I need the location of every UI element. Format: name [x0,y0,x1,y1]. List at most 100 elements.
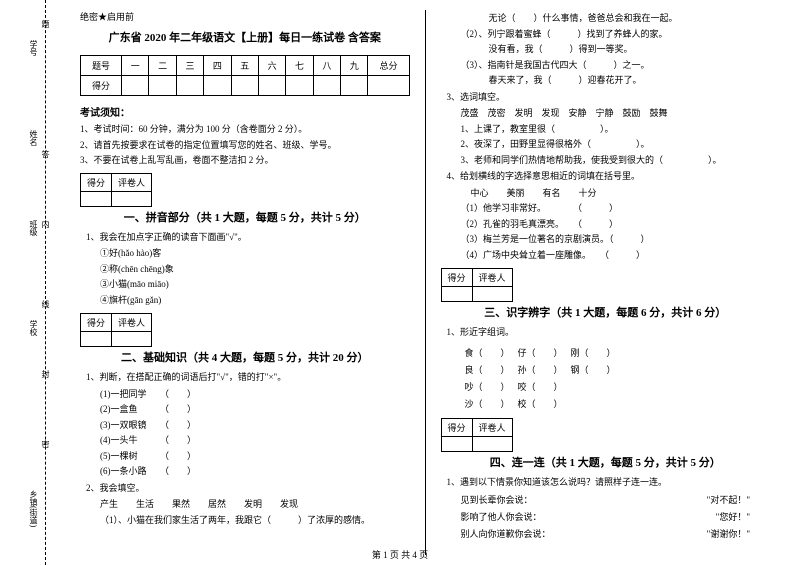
ct-3-0: 沙（ ） [461,395,514,412]
th-8: 八 [313,56,340,76]
q2-2-1: （1）、小猫在我们家生活了两年，我跟它（ ）了浓厚的感情。 [100,514,410,528]
score-box-1: 得分评卷人 [80,173,152,207]
lian-0-r: "对不起！" [707,493,750,506]
ct-3-2 [567,395,620,412]
sb2-c1: 得分 [81,314,112,332]
bind-char-1: 答 [40,150,51,158]
r-5: 春天来了，我（ ）迎春花开了。 [471,74,771,88]
py-4: ④旗杆(gān gǎn) [100,294,410,308]
bind-field-4: 乡镇(街道) [28,490,39,527]
q2-3-3: 3、老师和同学们热情地帮助我，使我受到很大的（ ）。 [461,154,771,168]
q2-4-2: （2）孔雀的羽毛真漂亮。 （ ） [461,218,771,232]
ct-0-2: 刚（ ） [567,344,620,361]
lian-2-r: "谢谢你！" [707,527,750,540]
notice-1: 1、考试时间：60 分钟，满分为 100 分（含卷面分 2 分）。 [80,123,410,136]
bind-char-3: 线 [40,300,51,308]
th-6: 六 [258,56,285,76]
sb4-c1: 得分 [441,418,472,436]
section-4-title: 四、连一连（共 1 大题，每题 5 分，共计 5 分） [441,454,771,470]
q2-1-1: (1)一把同学 （ ） [100,388,410,402]
right-column: 无论（ ）什么事情，爸爸总会和我在一起。 （2）、列宁跟着蜜蜂（ ）找到了养蜂人… [431,10,781,555]
q2-1-3: (3)一双眼镜 （ ） [100,419,410,433]
q2-3-1: 1、上课了，教室里很（ ）。 [461,123,771,137]
lian-row-2: 别人向你道歉你会说： "谢谢你！" [461,527,751,540]
notice-3: 3、不要在试卷上乱写乱画，卷面不整洁扣 2 分。 [80,154,410,167]
exam-title: 广东省 2020 年二年级语文【上册】每日一练试卷 含答案 [80,29,410,45]
ct-2-2 [567,378,620,395]
q2-1-2: (2)一盒鱼 （ ） [100,403,410,417]
th-3: 三 [176,56,203,76]
score-table: 题号 一 二 三 四 五 六 七 八 九 总分 得分 [80,55,410,96]
bind-field-2: 班级 [28,220,39,236]
q2-1-5: (5)一棵树 （ ） [100,450,410,464]
section-2-title: 二、基础知识（共 4 大题，每题 5 分，共计 20 分） [80,349,410,365]
ct-1-2: 钢（ ） [567,361,620,378]
left-column: 绝密★启用前 广东省 2020 年二年级语文【上册】每日一练试卷 含答案 题号 … [70,10,420,555]
th-0: 题号 [81,56,122,76]
q1-1: 1、我会在加点字正确的读音下面画"√"。 [86,231,410,245]
score-box-3: 得分评卷人 [441,268,513,302]
q2-4-3: （3）梅兰芳是一位著名的京剧演员。（ ） [461,233,771,247]
sb3-c1: 得分 [441,269,472,287]
row2-label: 得分 [81,76,122,96]
q2-1: 1、判断，在搭配正确的词语后打"√"，错的打"×"。 [86,371,410,385]
th-2: 二 [149,56,176,76]
sb2-c2: 评卷人 [112,314,152,332]
ct-2-0: 吵（ ） [461,378,514,395]
notice-title: 考试须知： [80,104,410,119]
sb1-c1: 得分 [81,173,112,191]
q2-3-words: 茂盛 茂密 发明 发现 安静 宁静 鼓励 鼓舞 [461,107,771,121]
q3-1: 1、形近字组词。 [447,326,771,340]
bind-field-0: 学号 [28,40,39,56]
ct-0-0: 食（ ） [461,344,514,361]
section-1-title: 一、拼音部分（共 1 大题，每题 5 分，共计 5 分） [80,209,410,225]
py-3: ③小猫(māo miāo) [100,278,410,292]
ct-2-1: 咬（ ） [514,378,567,395]
ct-1-0: 良（ ） [461,361,514,378]
bind-field-3: 学校 [28,320,39,336]
q2-4-4: （4）广场中央耸立着一座雕像。 （ ） [461,249,771,263]
py-1: ①好(hǎo hào)客 [100,247,410,261]
q2-1-6: (6)一条小路 （ ） [100,465,410,479]
th-4: 四 [204,56,231,76]
section-3-title: 三、识字辨字（共 1 大题，每题 6 分，共计 6 分） [441,304,771,320]
binding-dashed-line [45,0,46,565]
q2-3-2: 2、夜深了，田野里显得很格外（ ）。 [461,138,771,152]
r-2: （2）、列宁跟着蜜蜂（ ）找到了养蜂人的家。 [461,28,771,42]
q2-1-4: (4)一头牛 （ ） [100,434,410,448]
th-7: 七 [286,56,313,76]
py-2: ②称(chēn chēng)象 [100,263,410,277]
bind-field-1: 姓名 [28,130,39,146]
sb3-c2: 评卷人 [472,269,512,287]
q2-4-words: 中心 美丽 有名 十分 [471,187,771,201]
r-1: 无论（ ）什么事情，爸爸总会和我在一起。 [471,12,771,26]
score-box-4: 得分评卷人 [441,418,513,452]
bind-char-0: 题 [40,20,51,28]
score-box-2: 得分评卷人 [80,313,152,347]
q2-3: 3、选词填空。 [447,91,771,105]
sb1-c2: 评卷人 [112,173,152,191]
q2-4-1: （1）他学习非常好。 （ ） [461,202,771,216]
bind-char-5: 密 [40,440,51,448]
char-table: 食（ ）仔（ ）刚（ ） 良（ ）孙（ ）钢（ ） 吵（ ）咬（ ） 沙（ ）校… [461,344,620,412]
page-footer: 第 1 页 共 4 页 [0,548,800,561]
notice-2: 2、请首先按要求在试卷的指定位置填写您的姓名、班级、学号。 [80,139,410,152]
lian-1-r: "您好！" [716,510,750,523]
bind-char-4: 封 [40,370,51,378]
th-1: 一 [122,56,149,76]
th-5: 五 [231,56,258,76]
r-3: 没有看，我（ ）得到一等奖。 [471,43,771,57]
ct-3-1: 校（ ） [514,395,567,412]
ct-1-1: 孙（ ） [514,361,567,378]
r-4: （3）、指南针是我国古代四大（ ）之一。 [461,59,771,73]
lian-row-1: 影响了他人你会说： "您好！" [461,510,751,523]
lian-2-l: 别人向你道歉你会说： [461,527,551,540]
lian-row-0: 见到长辈你会说： "对不起！" [461,493,751,506]
q2-2-words: 产生 生活 果然 居然 发明 发现 [100,498,410,512]
lian-0-l: 见到长辈你会说： [461,493,533,506]
bind-char-2: 内 [40,220,51,228]
q4-1: 1、遇到以下情景你知道该怎么说吗？请照样子连一连。 [447,476,771,490]
column-divider [425,10,426,555]
ct-0-1: 仔（ ） [514,344,567,361]
q2-4: 4、给划横线的字选择意思相近的词填在括号里。 [447,170,771,184]
